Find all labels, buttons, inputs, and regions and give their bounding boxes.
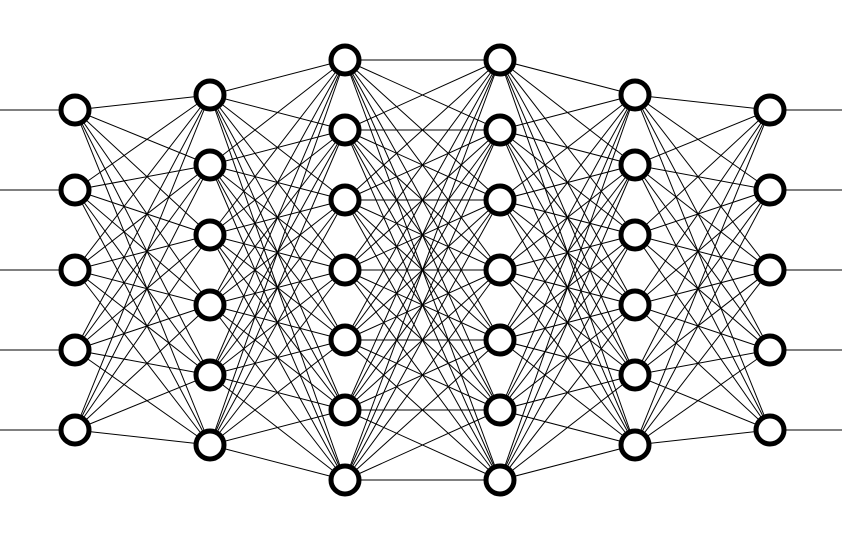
edge — [635, 270, 770, 445]
neuron-node — [196, 291, 224, 319]
edge — [75, 375, 210, 430]
edge — [210, 60, 345, 235]
edge — [635, 95, 770, 110]
edge — [635, 95, 770, 270]
edge — [210, 60, 345, 165]
neuron-node — [621, 81, 649, 109]
edge — [500, 445, 635, 480]
neuron-node — [331, 46, 359, 74]
edge — [500, 95, 635, 340]
neuron-node — [486, 46, 514, 74]
edge — [210, 130, 345, 445]
neuron-node — [196, 431, 224, 459]
edge — [500, 95, 635, 200]
edge — [75, 350, 210, 445]
neuron-node — [756, 176, 784, 204]
edge — [500, 165, 635, 480]
edge — [500, 95, 635, 410]
edges-group — [0, 60, 842, 480]
neuron-node — [756, 336, 784, 364]
edge — [75, 165, 210, 190]
neuron-node — [331, 326, 359, 354]
edge — [500, 95, 635, 480]
edge — [75, 350, 210, 375]
neuron-node — [196, 81, 224, 109]
edge — [75, 110, 210, 445]
neuron-node — [486, 256, 514, 284]
edge — [75, 110, 210, 235]
edge — [75, 95, 210, 430]
neuron-node — [196, 151, 224, 179]
neuron-node — [331, 256, 359, 284]
neuron-node — [756, 416, 784, 444]
neuron-node — [621, 361, 649, 389]
neuron-node — [621, 221, 649, 249]
neuron-node — [486, 116, 514, 144]
edge — [75, 165, 210, 430]
neuron-node — [756, 96, 784, 124]
neuron-node — [331, 466, 359, 494]
edge — [210, 445, 345, 480]
edge — [635, 95, 770, 430]
edge — [635, 375, 770, 430]
neuron-node — [486, 186, 514, 214]
edge — [75, 110, 210, 375]
edge — [210, 270, 345, 445]
edge — [635, 165, 770, 430]
edge — [75, 430, 210, 445]
edge — [635, 350, 770, 375]
neuron-node — [331, 396, 359, 424]
edge — [210, 60, 345, 95]
neuron-node — [196, 361, 224, 389]
edge — [210, 410, 345, 445]
edge — [500, 95, 635, 130]
edge — [635, 165, 770, 190]
neuron-node — [331, 116, 359, 144]
edge — [500, 235, 635, 480]
neuron-node — [486, 326, 514, 354]
edge — [500, 60, 635, 95]
edge — [635, 95, 770, 190]
edge — [500, 375, 635, 480]
neuron-node — [756, 256, 784, 284]
edge — [75, 110, 210, 165]
edge — [210, 340, 345, 445]
neuron-node — [61, 256, 89, 284]
neuron-node — [621, 291, 649, 319]
edge — [210, 60, 345, 375]
edge — [635, 110, 770, 375]
edge — [210, 200, 345, 445]
neuron-node — [196, 221, 224, 249]
edge — [75, 270, 210, 445]
neuron-node — [61, 416, 89, 444]
edge — [635, 110, 770, 235]
neuron-node — [331, 186, 359, 214]
neuron-node — [486, 396, 514, 424]
neuron-node — [61, 176, 89, 204]
neuron-node — [61, 336, 89, 364]
edge — [635, 350, 770, 445]
edge — [75, 95, 210, 190]
edge — [500, 95, 635, 270]
edge — [635, 110, 770, 165]
edge — [500, 305, 635, 480]
neuron-node — [621, 431, 649, 459]
edge — [635, 305, 770, 430]
neuron-node — [486, 466, 514, 494]
edge — [75, 305, 210, 430]
edge — [635, 430, 770, 445]
neuron-node — [61, 96, 89, 124]
neuron-node — [621, 151, 649, 179]
edge — [75, 95, 210, 110]
edge — [75, 95, 210, 270]
edge — [635, 110, 770, 445]
edge — [210, 60, 345, 445]
neural-network-diagram — [0, 0, 842, 541]
edge — [210, 60, 345, 305]
